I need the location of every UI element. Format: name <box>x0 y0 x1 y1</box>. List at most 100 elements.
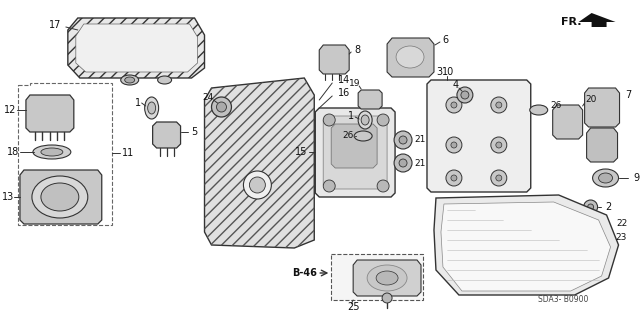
Circle shape <box>216 102 227 112</box>
Polygon shape <box>353 260 421 296</box>
Ellipse shape <box>367 265 407 291</box>
Circle shape <box>377 180 389 192</box>
Text: 26: 26 <box>550 101 561 110</box>
Circle shape <box>243 171 271 199</box>
Circle shape <box>382 293 392 303</box>
Text: 25: 25 <box>347 302 360 312</box>
Circle shape <box>394 154 412 172</box>
Polygon shape <box>587 128 618 162</box>
Ellipse shape <box>358 111 372 129</box>
Text: 21: 21 <box>414 159 426 167</box>
Text: 20: 20 <box>585 95 596 105</box>
Ellipse shape <box>598 173 612 183</box>
Polygon shape <box>441 202 611 291</box>
Text: 23: 23 <box>616 233 627 241</box>
Polygon shape <box>553 105 582 139</box>
Text: 3: 3 <box>436 67 442 77</box>
Text: 9: 9 <box>634 173 639 183</box>
Circle shape <box>491 137 507 153</box>
Text: 8: 8 <box>354 45 360 55</box>
Ellipse shape <box>361 115 369 125</box>
Text: 12: 12 <box>4 105 16 115</box>
Circle shape <box>491 97 507 113</box>
Text: 5: 5 <box>191 127 198 137</box>
Circle shape <box>451 175 457 181</box>
Text: FR.: FR. <box>561 17 582 27</box>
Text: 11: 11 <box>122 148 134 158</box>
Circle shape <box>451 142 457 148</box>
Circle shape <box>323 114 335 126</box>
Text: 26: 26 <box>342 131 354 140</box>
Polygon shape <box>579 13 616 27</box>
Circle shape <box>250 177 266 193</box>
Text: 4: 4 <box>453 80 459 90</box>
Polygon shape <box>584 88 620 127</box>
Circle shape <box>457 87 473 103</box>
Polygon shape <box>434 195 618 295</box>
Text: 18: 18 <box>7 147 19 157</box>
Polygon shape <box>332 254 423 300</box>
Text: 13: 13 <box>2 192 14 202</box>
Text: 22: 22 <box>616 219 627 228</box>
Polygon shape <box>20 170 102 224</box>
Ellipse shape <box>396 46 424 68</box>
Text: 21: 21 <box>414 136 426 145</box>
Circle shape <box>451 102 457 108</box>
Ellipse shape <box>530 105 548 115</box>
Ellipse shape <box>376 271 398 285</box>
Circle shape <box>394 131 412 149</box>
Text: 14: 14 <box>338 75 350 85</box>
Text: 15: 15 <box>295 147 307 157</box>
Polygon shape <box>205 78 314 248</box>
Circle shape <box>496 102 502 108</box>
Circle shape <box>446 137 462 153</box>
Circle shape <box>399 136 407 144</box>
Polygon shape <box>332 124 377 168</box>
Circle shape <box>399 159 407 167</box>
Text: 6: 6 <box>442 35 448 45</box>
Text: 19: 19 <box>349 78 361 87</box>
Ellipse shape <box>125 77 134 83</box>
Polygon shape <box>427 80 531 192</box>
Polygon shape <box>152 122 180 148</box>
Text: 16: 16 <box>338 88 350 98</box>
Polygon shape <box>76 24 198 72</box>
Ellipse shape <box>148 102 156 114</box>
Polygon shape <box>387 38 434 77</box>
Ellipse shape <box>145 97 159 119</box>
Ellipse shape <box>354 131 372 141</box>
Polygon shape <box>316 108 395 197</box>
Ellipse shape <box>157 76 172 84</box>
Text: 24: 24 <box>202 93 213 101</box>
Circle shape <box>377 114 389 126</box>
Ellipse shape <box>33 145 71 159</box>
Circle shape <box>211 97 232 117</box>
Ellipse shape <box>32 176 88 218</box>
Text: B-46: B-46 <box>292 268 317 278</box>
Polygon shape <box>323 116 387 189</box>
Polygon shape <box>358 90 382 109</box>
Ellipse shape <box>121 75 139 85</box>
Ellipse shape <box>41 148 63 156</box>
Text: 7: 7 <box>625 90 632 100</box>
Ellipse shape <box>593 169 618 187</box>
Circle shape <box>446 97 462 113</box>
Circle shape <box>496 142 502 148</box>
Circle shape <box>461 91 469 99</box>
Polygon shape <box>319 45 349 74</box>
Polygon shape <box>26 95 74 132</box>
Circle shape <box>584 200 598 214</box>
Text: 10: 10 <box>442 67 454 77</box>
Ellipse shape <box>41 183 79 211</box>
Text: 17: 17 <box>49 20 61 30</box>
Text: 2: 2 <box>605 202 612 212</box>
Text: 1: 1 <box>348 111 354 121</box>
Circle shape <box>496 175 502 181</box>
Circle shape <box>491 170 507 186</box>
Polygon shape <box>68 18 205 78</box>
Text: 1: 1 <box>134 98 141 108</box>
Circle shape <box>323 180 335 192</box>
Circle shape <box>588 204 593 210</box>
Text: SDA3- B0900: SDA3- B0900 <box>538 295 589 305</box>
Circle shape <box>446 170 462 186</box>
